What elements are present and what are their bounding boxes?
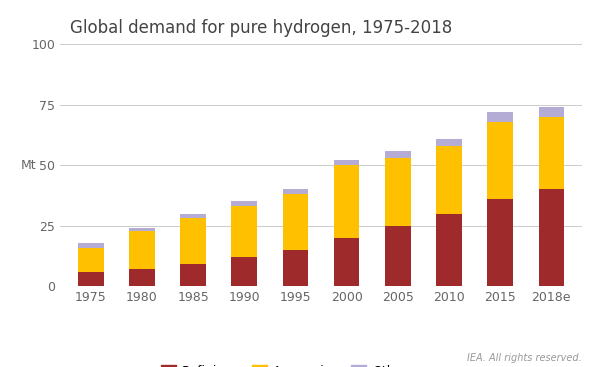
Bar [334,160,359,165]
Bar [385,158,410,226]
Bar [78,247,104,272]
Bar [232,206,257,257]
Bar [539,107,564,117]
Bar [385,226,410,286]
Bar [129,228,155,230]
Bar [539,189,564,286]
Bar [334,238,359,286]
Bar [180,214,206,218]
Bar [436,214,462,286]
Bar [78,243,104,247]
Bar [129,230,155,269]
Bar [283,194,308,250]
Y-axis label: Mt: Mt [20,159,36,172]
Legend: Refining, Ammonia, Other: Refining, Ammonia, Other [156,360,413,367]
Bar [129,269,155,286]
Bar [283,189,308,194]
Bar [487,112,513,121]
Bar [487,121,513,199]
Bar [436,138,462,146]
Bar [334,165,359,238]
Bar [232,257,257,286]
Bar [78,272,104,286]
Text: IEA. All rights reserved.: IEA. All rights reserved. [467,353,582,363]
Text: Global demand for pure hydrogen, 1975-2018: Global demand for pure hydrogen, 1975-20… [70,19,452,37]
Bar [283,250,308,286]
Bar [539,117,564,189]
Bar [385,150,410,158]
Bar [487,199,513,286]
Bar [436,146,462,214]
Bar [232,201,257,206]
Bar [180,218,206,265]
Bar [180,265,206,286]
